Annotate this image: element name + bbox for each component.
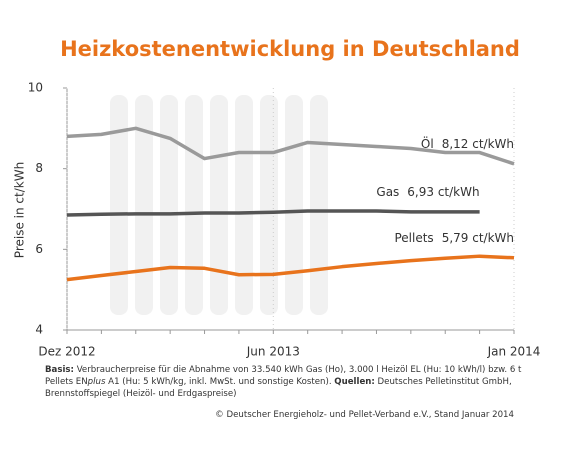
series-label: Öl 8,12 ct/kWh [421, 134, 514, 150]
footnote-text: Deutsches Pelletinstitut GmbH, Brennstof… [45, 377, 512, 399]
series-line [66, 254, 515, 282]
legend-label: Pellets [394, 230, 433, 244]
data-label: 8,12 ct/kWh [442, 136, 514, 150]
chart-title: Heizkostenentwicklung in Deutschland [60, 37, 520, 61]
x-tick-label: Jan 2014 [487, 345, 541, 359]
series-label: Gas 6,93 ct/kWh [376, 184, 479, 198]
data-label: 6,93 ct/kWh [407, 184, 479, 198]
legend-label: Gas [376, 184, 399, 198]
y-tick-label: 8 [35, 161, 43, 175]
footnote-text: Quellen: [334, 377, 375, 387]
footnote-text: Verbraucherpreise für die Abnahme von 33… [45, 365, 522, 387]
y-tick-label: 10 [28, 81, 43, 95]
legend-label: Öl [421, 134, 434, 150]
footnote-text: A1 (Hu: 5 kWh/kg, inkl. MwSt. und sonsti… [105, 377, 335, 387]
x-tick-label: Dez 2012 [38, 345, 95, 359]
source: © Deutscher Energieholz- und Pellet-Verb… [215, 410, 514, 420]
y-tick-label: 6 [35, 242, 43, 256]
series-line [66, 209, 480, 217]
footnote-text: plus [87, 377, 106, 387]
series-line [66, 126, 515, 166]
series-label: Pellets 5,79 ct/kWh [394, 230, 514, 244]
x-tick-label: Jun 2013 [246, 345, 300, 359]
footnote: Basis: Verbraucherpreise für die Abnahme… [45, 364, 525, 400]
footnote-text: Basis: [45, 365, 74, 375]
y-tick-label: 4 [35, 323, 43, 337]
y-axis-label: Preise in ct/kWh [13, 162, 27, 258]
data-label: 5,79 ct/kWh [442, 230, 514, 244]
background-radiator [110, 95, 328, 315]
